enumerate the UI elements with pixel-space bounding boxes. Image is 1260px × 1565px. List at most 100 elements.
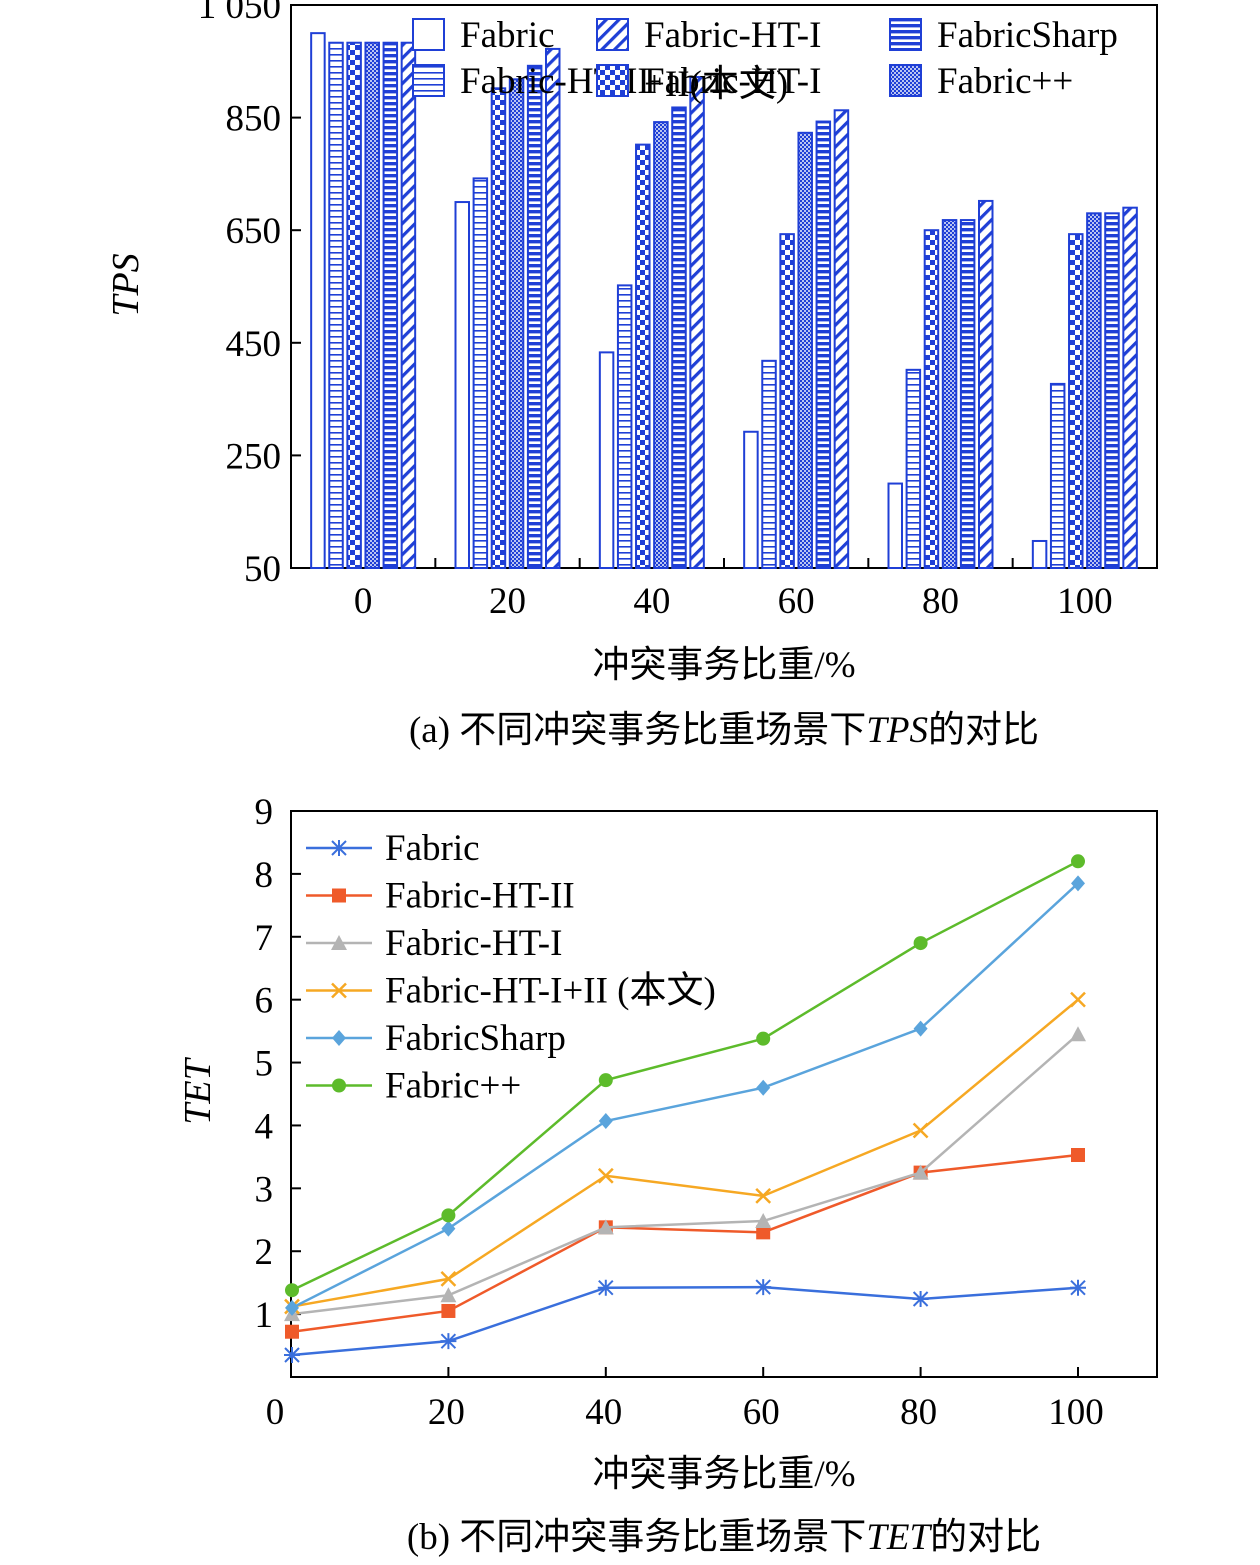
tps-bar	[400, 41, 417, 569]
tet-legend: Fabric Fabric-HT-II Fabric-HT-I Fabric-HT-I…	[306, 828, 716, 1107]
tps-bar	[310, 32, 326, 569]
tet-caption-italic: TET	[866, 1517, 932, 1558]
tps-legend-label: +II(本文)	[644, 63, 788, 105]
tet-legend-label: Fabric-HT-II	[385, 876, 575, 917]
tet-series-line	[291, 998, 1079, 1308]
tps-bar	[1049, 382, 1066, 569]
tps-legend-swatch	[596, 18, 629, 51]
tet-x-tick-label: 20	[428, 1392, 465, 1433]
tps-bar	[923, 229, 940, 569]
tet-series-group	[285, 875, 1085, 1316]
tet-point	[285, 1324, 299, 1339]
tet-point	[912, 1291, 929, 1308]
tet-legend-label: Fabric-HT-I	[385, 923, 562, 964]
tps-bar	[635, 143, 651, 569]
tps-y-tick-label: 1 050	[198, 0, 281, 27]
tps-x-tick-label: 80	[922, 581, 959, 622]
tps-bar	[761, 359, 777, 570]
tet-series-group	[284, 1279, 1086, 1363]
tet-series-group	[285, 1148, 1085, 1339]
tps-bar	[653, 121, 669, 569]
tet-y-tick-label: 9	[255, 792, 274, 833]
tps-y-axis: 50 250 450 650 850 1 050	[198, 0, 301, 590]
tet-point	[755, 1213, 772, 1229]
tet-point	[755, 1187, 772, 1204]
tps-bar	[454, 201, 470, 570]
tet-series-group	[285, 854, 1085, 1298]
tps-bar	[508, 78, 525, 569]
tet-y-tick-label: 8	[255, 855, 274, 896]
tet-caption-suffix: 的对比	[930, 1516, 1041, 1558]
tps-bar	[1104, 212, 1120, 569]
tet-point	[1070, 1026, 1086, 1042]
tps-legend: FabricFabric-HT-IIFabric-HT-I+II(本文)Fabr…	[412, 15, 1118, 105]
tet-point	[1071, 1148, 1085, 1163]
tet-x-tick-label: 40	[585, 1392, 622, 1433]
tet-series-line	[291, 860, 1079, 1292]
tet-point	[756, 1079, 771, 1096]
tps-y-tick-label: 250	[226, 436, 282, 477]
tet-y-tick-label: 7	[255, 918, 274, 959]
tet-point	[597, 1279, 614, 1296]
tps-bar	[346, 41, 362, 569]
tet-y-tick-label: 3	[255, 1169, 274, 1210]
tet-series-line	[291, 1153, 1079, 1333]
tps-legend-swatch	[412, 18, 445, 51]
tps-legend-label: Fabric++	[937, 61, 1073, 102]
tps-bar	[833, 109, 850, 569]
tps-bar	[689, 76, 705, 570]
tet-point	[913, 936, 928, 951]
tet-x-tick-label: 100	[1048, 1392, 1104, 1433]
tet-point	[331, 935, 347, 950]
tet-point	[285, 1299, 299, 1316]
tet-point	[1071, 875, 1085, 892]
tps-legend-swatch	[412, 64, 445, 97]
tps-bar	[598, 351, 615, 569]
tps-x-tick-label: 100	[1057, 581, 1113, 622]
tet-point	[284, 1346, 300, 1363]
tet-point	[1071, 854, 1085, 869]
tet-y-axis-label: TET	[177, 1056, 219, 1124]
tps-legend-label: Fabric-HT-I	[644, 61, 821, 102]
tps-x-axis: 0 20 40 60 80 100	[354, 558, 1113, 622]
tet-point	[913, 1020, 928, 1037]
tps-bar	[887, 482, 903, 569]
tps-y-tick-label: 450	[226, 324, 282, 365]
tet-y-tick-label: 6	[255, 981, 274, 1022]
tps-bar	[941, 219, 958, 569]
tet-point	[332, 1078, 346, 1093]
tet-legend-label: Fabric++	[385, 1066, 521, 1107]
tet-point	[331, 840, 347, 856]
tet-legend-label: FabricSharp	[385, 1018, 566, 1059]
tps-x-tick-label: 20	[489, 581, 526, 622]
tps-y-tick-label: 50	[244, 549, 281, 590]
tps-x-tick-label: 0	[354, 581, 373, 622]
tps-bar	[382, 41, 399, 569]
tet-point	[598, 1073, 613, 1088]
tps-caption: (a) 不同冲突事务比重场景下TPS的对比	[409, 709, 1039, 751]
tet-y-tick-label: 4	[255, 1106, 274, 1147]
tps-bar	[616, 284, 633, 569]
tet-line-chart: 1 2 3 4 5 6 7 8 9 0 20 40 60 80 100 Fabric Fabric-HT-I…	[177, 792, 1158, 1558]
tet-caption-prefix: (b) 不同冲突事务比重场景下	[407, 1516, 866, 1558]
tet-series	[284, 854, 1086, 1363]
tet-point	[597, 1219, 614, 1235]
tps-bar	[1031, 539, 1048, 570]
tet-point	[440, 1271, 457, 1287]
tet-legend-label: Fabric	[385, 828, 480, 869]
tps-bar	[526, 64, 543, 570]
tps-caption-italic: TPS	[866, 710, 928, 751]
tet-x-tick-label: 60	[743, 1392, 780, 1433]
tet-point	[332, 888, 346, 903]
tet-caption: (b) 不同冲突事务比重场景下TET的对比	[407, 1516, 1041, 1558]
tps-bar	[472, 177, 489, 570]
tps-bar	[978, 199, 994, 569]
tet-y-axis: 1 2 3 4 5 6 7 8 9	[255, 792, 301, 1336]
tet-point	[597, 1167, 614, 1184]
tps-legend-label: FabricSharp	[937, 15, 1118, 56]
tps-legend-label: Fabric	[460, 15, 555, 56]
tet-series-line	[291, 1285, 1079, 1357]
tps-bar	[1122, 206, 1138, 569]
tet-point	[1070, 1279, 1086, 1296]
tps-bars	[310, 32, 1138, 570]
